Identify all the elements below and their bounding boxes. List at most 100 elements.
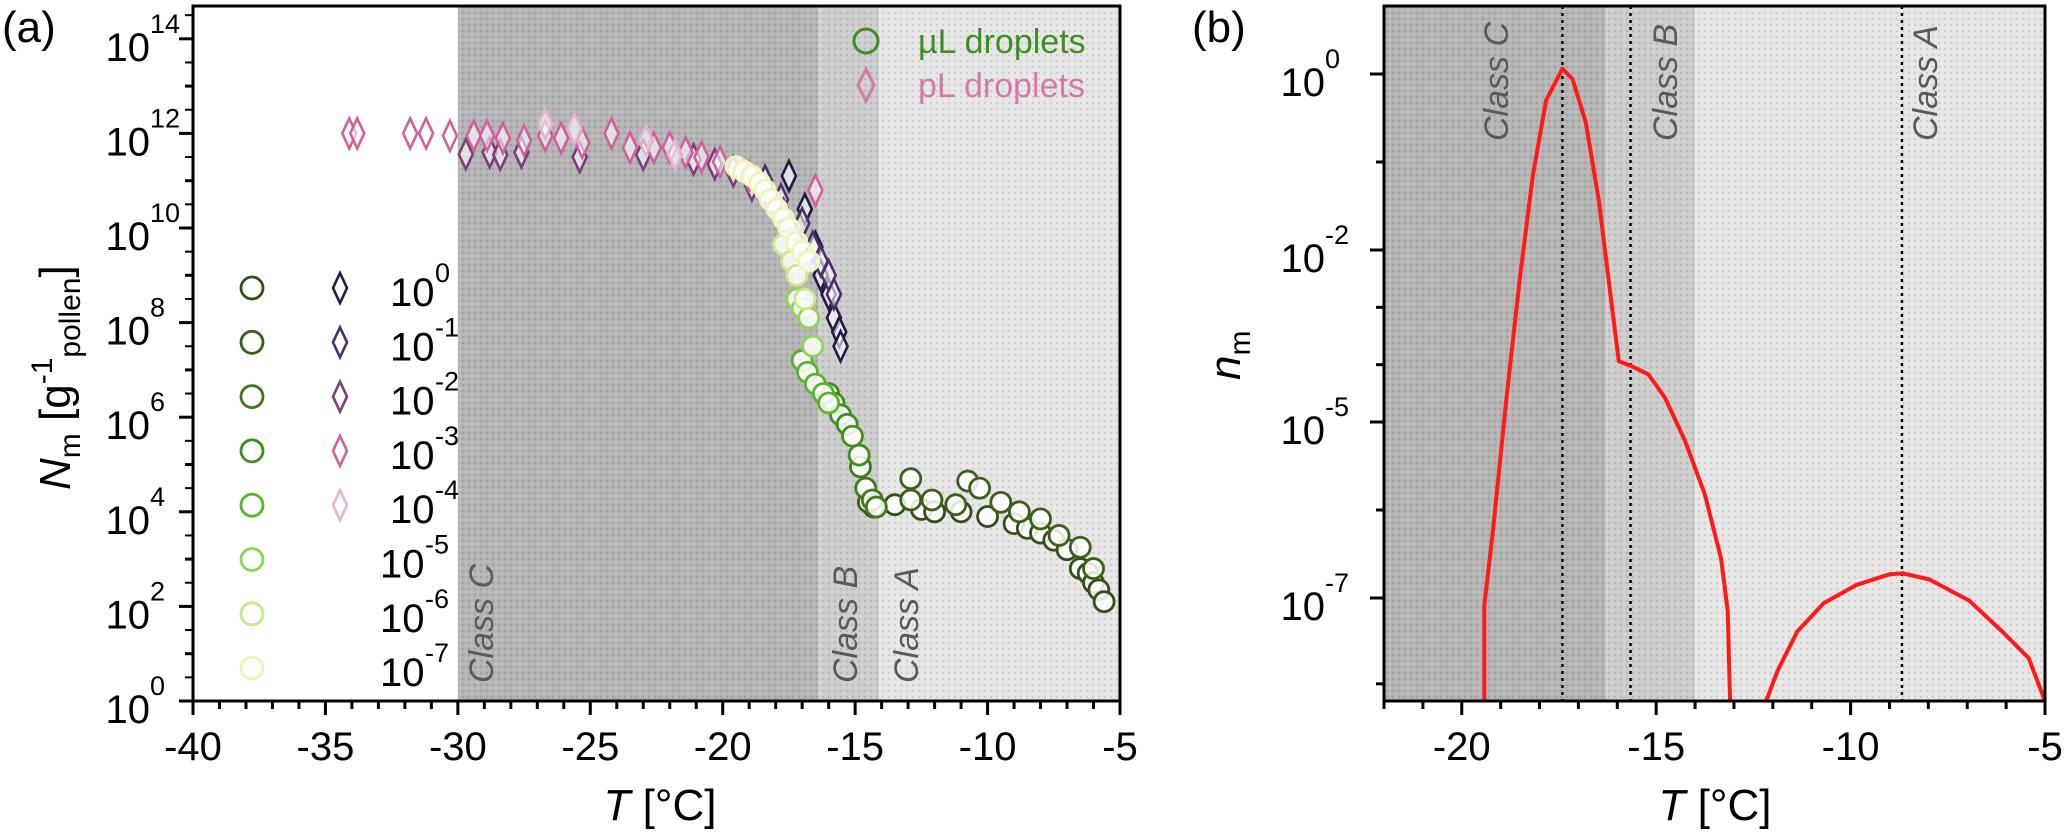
series--l-10-7 (724, 155, 821, 273)
data-point-circle (793, 287, 817, 311)
data-point-circle (989, 490, 1013, 514)
y-tick-label: 10 (106, 120, 151, 164)
data-point-circle (817, 391, 841, 415)
data-point-diamond (478, 117, 496, 154)
y-tick-label: 10 (1281, 585, 1326, 629)
y-title-sub: m (1224, 331, 1257, 356)
x-tick-label: -10 (959, 725, 1017, 769)
data-point-circle (801, 334, 825, 358)
data-point-diamond (465, 117, 483, 154)
concentration-label-exponent: -7 (425, 638, 449, 668)
y-tick-exponent: 8 (150, 293, 165, 323)
series-pl-10-4 (536, 105, 684, 173)
series--l-10-1 (856, 467, 1105, 580)
y-tick-exponent: 6 (150, 387, 165, 417)
legend-circle-marker (239, 384, 265, 410)
series--l-10-0 (862, 493, 1116, 614)
data-point-diamond (780, 157, 798, 195)
panel-a-x-axis-title: T [°C] (604, 781, 717, 830)
region-texture (878, 6, 1120, 701)
legend-diamond-marker (331, 432, 349, 469)
concentration-legend-row: 10 -1 (239, 312, 459, 369)
legend-diamond-marker (331, 324, 349, 361)
y-tick-exponent: 10 (150, 198, 180, 228)
data-point-circle (968, 476, 992, 500)
y-tick-exponent: 0 (1325, 44, 1340, 74)
concentration-label-exponent: -4 (435, 475, 459, 505)
series--l-10-2 (849, 455, 888, 519)
concentration-label-exponent: -6 (425, 584, 449, 614)
line-curve-low-T (1482, 66, 1733, 702)
data-point-diamond (603, 115, 620, 152)
concentration-legend-row: 10 -3 (239, 421, 459, 478)
x-tick-label: -20 (1433, 725, 1491, 769)
concentration-label-base: 10 (390, 434, 435, 478)
class-label-b: Class B (827, 566, 865, 683)
y-tick-exponent: 12 (150, 103, 180, 133)
data-point-circle (797, 306, 821, 330)
line-curve-high-T (1764, 571, 2047, 702)
panel-a-plot-frame (191, 4, 1122, 703)
concentration-label-base: 10 (390, 325, 435, 369)
region-texture (457, 6, 819, 701)
region-texture (1384, 6, 1606, 701)
data-point-diamond (348, 115, 366, 152)
data-point-circle (841, 424, 864, 448)
data-point-circle (1029, 507, 1052, 531)
y-tick-label: 10 (106, 26, 151, 70)
panel-a-data-points (340, 105, 1116, 614)
data-point-circle (920, 488, 944, 512)
legend-circle-marker (239, 438, 265, 464)
panel-a-x-axis: -40 -35 -30 -25 -20 -15 -10 -5 (164, 701, 1138, 769)
data-point-circle (864, 495, 888, 519)
legend-circle-marker (852, 27, 880, 55)
y-tick-exponent: 4 (150, 482, 165, 512)
x-tick-label: -10 (1822, 725, 1880, 769)
x-tick-label: -40 (164, 725, 222, 769)
x-tick-label: -5 (1102, 725, 1138, 769)
panel-b-x-axis: -20 -15 -10 -5 (1382, 701, 2063, 769)
y-tick-label: 10 (106, 688, 151, 732)
data-point-circle (976, 505, 999, 528)
concentration-legend-row: 10 -6 (239, 584, 449, 641)
data-point-circle (797, 249, 821, 273)
data-point-circle (899, 467, 923, 491)
data-point-diamond (693, 138, 710, 176)
panel-b-class-regions: Class C Class B Class A (1384, 6, 2045, 701)
region-texture (1605, 6, 1696, 701)
panel-b: (b) Class C Class B Class A -20 -15 -10 -5 10… (1192, 3, 2063, 830)
panel-a-class-regions: Class C Class B Class A (457, 6, 1120, 701)
legend-diamond-marker (856, 65, 876, 105)
panel-b-x-axis-title: T [°C] (1659, 781, 1772, 830)
concentration-label-exponent: 0 (435, 258, 450, 288)
data-point-circle (785, 263, 809, 287)
concentration-label-base: 10 (380, 597, 425, 641)
legend-label: pL droplets (918, 67, 1085, 105)
x-tick-label: -15 (1627, 725, 1685, 769)
concentration-label-base: 10 (380, 543, 425, 587)
x-title-unit: [°C] (1685, 781, 1771, 830)
y-tick-label: 10 (106, 215, 151, 259)
class-label-b: Class B (1647, 24, 1685, 141)
y-title-close: ] (31, 265, 80, 277)
concentration-label-base: 10 (380, 651, 425, 695)
y-tick-exponent: 14 (150, 9, 180, 39)
legend-circle-marker (239, 275, 265, 301)
panel-a-y-axis-title: Nm [g-1pollen] (26, 265, 87, 490)
x-tick-label: -30 (429, 725, 487, 769)
y-title-var: n (1201, 356, 1250, 380)
data-point-diamond (666, 136, 684, 173)
data-point-diamond (637, 122, 655, 159)
legend-entry-ul-droplets: µL droplets (852, 23, 1086, 61)
data-point-diamond (417, 115, 435, 152)
data-point-diamond (457, 136, 475, 173)
concentration-label-exponent: -5 (425, 530, 449, 560)
panel-b-label: (b) (1192, 3, 1246, 52)
data-point-diamond (552, 120, 570, 157)
data-point-circle (1082, 557, 1105, 580)
concentration-legend-row: 10 -7 (239, 638, 449, 695)
data-point-circle (847, 443, 871, 467)
data-point-circle (944, 493, 968, 517)
